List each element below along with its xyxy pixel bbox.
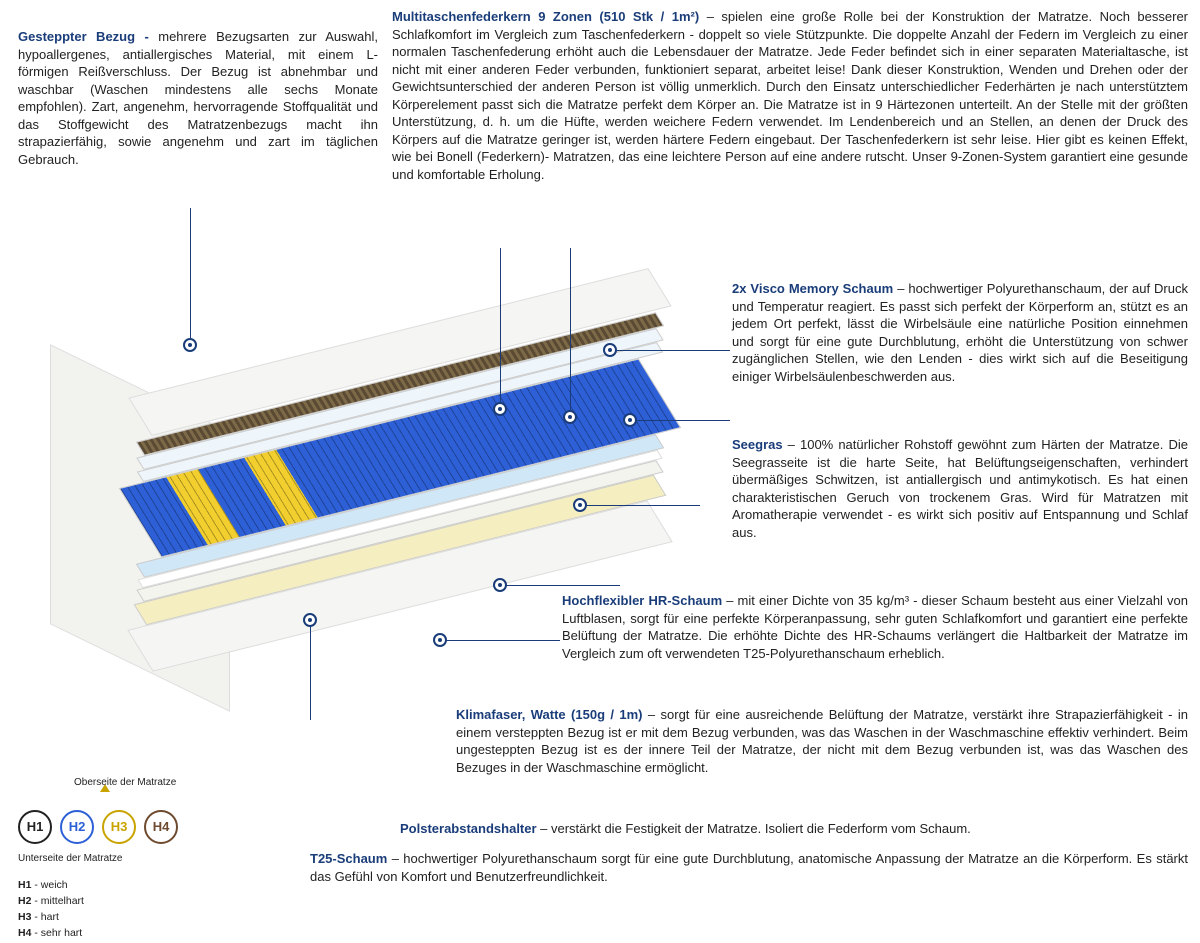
callout-line	[610, 350, 730, 351]
legend-row: H1 - weich	[18, 878, 178, 892]
callout-line	[440, 640, 560, 641]
springs-title: Multitaschenfederkern 9 Zonen (510 Stk /…	[392, 9, 699, 24]
legend-h2: H2	[60, 810, 94, 844]
callout-marker	[493, 578, 507, 592]
callout-marker	[563, 410, 577, 424]
callout-title: Klimafaser, Watte (150g / 1m)	[456, 707, 643, 722]
legend-h3: H3	[102, 810, 136, 844]
callout-line	[500, 248, 501, 408]
springs-body: – spielen eine große Rolle bei der Konst…	[392, 9, 1188, 182]
legend-circles: H1 H2 H3 H4	[18, 810, 178, 844]
callout-visco: 2x Visco Memory Schaum – hochwertiger Po…	[732, 280, 1188, 385]
cover-title: Gesteppter Bezug -	[18, 29, 158, 44]
callout-line	[310, 620, 311, 720]
callout-title: T25-Schaum	[310, 851, 387, 866]
callout-body: – hochwertiger Polyurethanschaum sorgt f…	[310, 851, 1188, 884]
callout-marker	[493, 402, 507, 416]
legend-row: H3 - hart	[18, 910, 178, 924]
callout-title: Polsterabstandshalter	[400, 821, 537, 836]
callout-title: Seegras	[732, 437, 783, 452]
callout-marker	[433, 633, 447, 647]
springs-description: Multitaschenfederkern 9 Zonen (510 Stk /…	[392, 8, 1188, 183]
legend-underside: Unterseite der Matratze	[18, 852, 178, 866]
callout-body: – hochwertiger Polyurethanschaum, der au…	[732, 281, 1188, 384]
cover-body: mehrere Bezugsarten zur Auswahl, hypoall…	[18, 29, 378, 167]
legend-topside: Oberseite der Matratze	[74, 776, 176, 790]
callout-title: 2x Visco Memory Schaum	[732, 281, 893, 296]
legend-h4: H4	[144, 810, 178, 844]
callout-line	[190, 208, 191, 338]
callout-marker	[623, 413, 637, 427]
callout-body: – verstärkt die Festigkeit der Matratze.…	[537, 821, 971, 836]
callout-seegras: Seegras – 100% natürlicher Rohstoff gewö…	[732, 436, 1188, 541]
callout-marker	[603, 343, 617, 357]
callout-body: – 100% natürlicher Rohstoff gewöhnt zum …	[732, 437, 1188, 540]
callout-klima: Klimafaser, Watte (150g / 1m) – sorgt fü…	[456, 706, 1188, 776]
callout-marker	[183, 338, 197, 352]
hardness-legend: Oberseite der Matratze H1 H2 H3 H4 Unter…	[18, 790, 178, 940]
callout-marker	[303, 613, 317, 627]
callout-hr: Hochflexibler HR-Schaum – mit einer Dich…	[562, 592, 1188, 662]
callout-title: Hochflexibler HR-Schaum	[562, 593, 722, 608]
legend-row: H4 - sehr hart	[18, 926, 178, 940]
callout-marker	[573, 498, 587, 512]
cover-description: Gesteppter Bezug - mehrere Bezugsarten z…	[18, 28, 378, 168]
legend-row: H2 - mittelhart	[18, 894, 178, 908]
callout-line	[500, 585, 620, 586]
callout-line	[630, 420, 730, 421]
callout-polster: Polsterabstandshalter – verstärkt die Fe…	[400, 820, 1188, 838]
legend-h1: H1	[18, 810, 52, 844]
callout-t25: T25-Schaum – hochwertiger Polyurethansch…	[310, 850, 1188, 885]
callout-line	[580, 505, 700, 506]
callout-line	[570, 248, 571, 418]
